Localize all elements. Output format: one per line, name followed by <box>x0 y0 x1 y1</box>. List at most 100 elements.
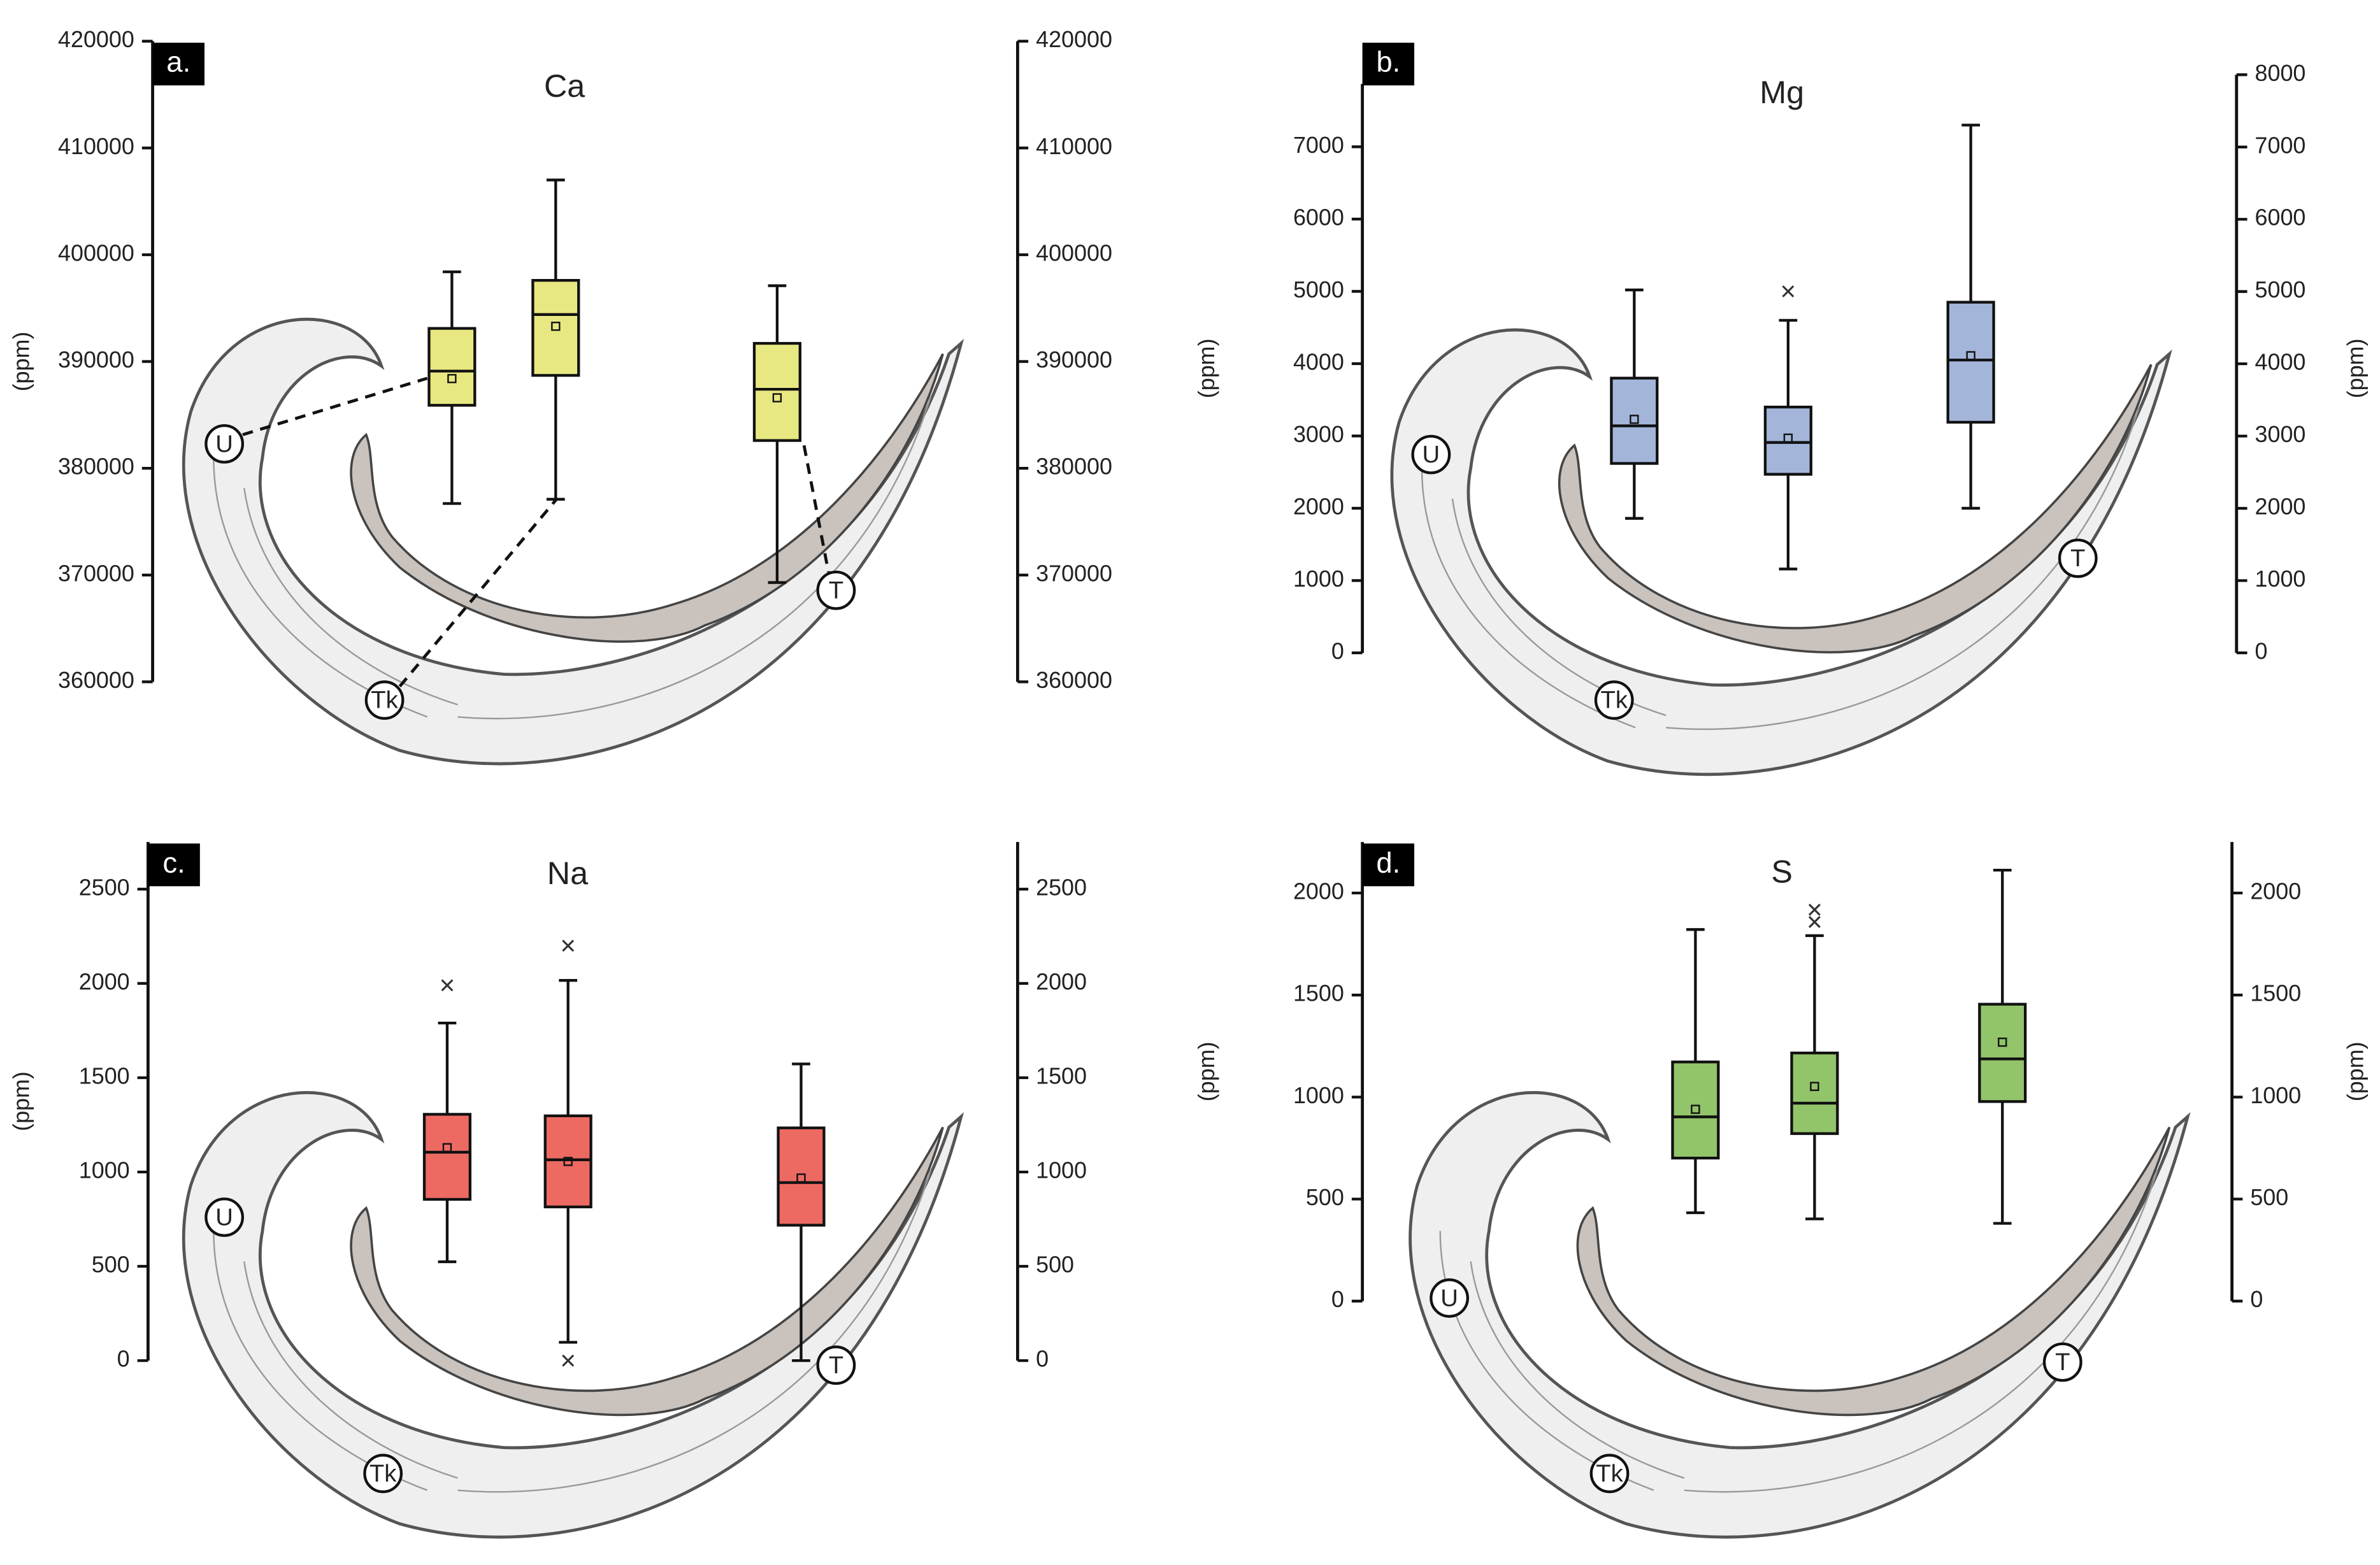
shell-d <box>1410 1092 2188 1537</box>
panel-label: d. <box>1376 847 1400 879</box>
y-tick-label: 420000 <box>58 26 134 52</box>
y2-tick-label: 1000 <box>1036 1157 1087 1183</box>
category-label: T <box>2055 1348 2070 1376</box>
outlier <box>1782 285 1795 297</box>
category-label: U <box>215 430 233 457</box>
y2-tick-label: 380000 <box>1036 454 1112 480</box>
mean <box>772 393 782 403</box>
y-axis-label: (ppm) <box>8 332 34 392</box>
y-tick-label: 1000 <box>1293 566 1344 592</box>
y-tick-label: 1500 <box>79 1062 130 1089</box>
category-label: Tk <box>1596 1460 1623 1487</box>
y-tick-label: 410000 <box>58 133 134 159</box>
y2-tick-label: 1500 <box>1036 1062 1087 1089</box>
box <box>1763 405 1812 476</box>
y2-axis-label: (ppm) <box>2342 338 2368 398</box>
y2-tick-label: 390000 <box>1036 347 1112 373</box>
category-label: T <box>829 1352 843 1379</box>
y-tick-label: 4000 <box>1293 348 1344 375</box>
category-label: U <box>1423 441 1440 468</box>
mean <box>1998 1037 2007 1047</box>
box <box>1610 376 1659 465</box>
y2-tick-label: 2500 <box>1036 874 1087 900</box>
mean <box>563 1157 573 1166</box>
site-marker <box>1589 1454 1630 1494</box>
y2-tick-label: 2000 <box>2250 878 2301 904</box>
y-tick-label: 390000 <box>58 347 134 373</box>
panel-2: 0 500 1000 1500 2000 2500 0 500 1000 1500 2000 2500… <box>8 841 1087 1494</box>
panel-badge <box>148 843 200 887</box>
shell-a <box>183 319 961 764</box>
y2-tick-label: 1000 <box>2255 566 2306 592</box>
panel-badge <box>152 43 204 86</box>
y-tick-label: 380000 <box>58 454 134 480</box>
y2-tick-label: 2000 <box>2255 494 2306 520</box>
y2-tick-label: 4000 <box>2255 349 2306 375</box>
chart-title: Na <box>547 855 588 891</box>
y2-tick-label: 1000 <box>2250 1082 2301 1108</box>
panel-0: 360000 370000 380000 390000 400000 410000 4200… <box>8 26 1112 720</box>
outlier <box>562 940 575 952</box>
y-tick-label: 5000 <box>1293 276 1344 303</box>
category-label: Tk <box>1600 687 1628 714</box>
site-marker <box>204 424 245 464</box>
y-tick-label: 1000 <box>79 1157 130 1183</box>
chart-title: Ca <box>544 68 585 104</box>
y-tick-label: 360000 <box>58 667 134 693</box>
category-label: Tk <box>371 687 398 714</box>
y2-tick-label: 410000 <box>1036 133 1112 159</box>
mean <box>1783 433 1793 443</box>
y-tick-label: 7000 <box>1293 132 1344 158</box>
site-marker <box>816 1345 856 1385</box>
mean <box>796 1173 806 1183</box>
box <box>1790 1051 1839 1135</box>
site-marker <box>1430 1278 1469 1318</box>
y2-tick-label: 0 <box>2250 1286 2263 1312</box>
category-label: T <box>829 576 843 604</box>
site-marker <box>363 1454 403 1494</box>
panel-badge <box>1362 843 1415 887</box>
mean <box>1810 1082 1819 1091</box>
mean <box>1691 1104 1700 1114</box>
y-tick-label: 2000 <box>1293 493 1344 519</box>
site-marker <box>364 680 405 720</box>
y2-tick-label: 360000 <box>1036 667 1112 693</box>
mean <box>447 374 457 383</box>
y-tick-label: 3000 <box>1293 421 1344 447</box>
mean <box>551 322 561 331</box>
y2-tick-label: 5000 <box>2255 276 2306 303</box>
box <box>422 1113 472 1201</box>
box <box>752 341 801 442</box>
chart-title: Mg <box>1760 74 1804 110</box>
category-label: U <box>1440 1284 1458 1311</box>
y-tick-label: 500 <box>1306 1184 1344 1210</box>
site-marker <box>2058 538 2098 578</box>
box <box>531 278 580 377</box>
category-label: T <box>2070 545 2085 572</box>
box <box>777 1126 826 1227</box>
site-marker <box>1411 434 1451 475</box>
box <box>1671 1061 1720 1160</box>
y2-tick-label: 370000 <box>1036 560 1112 586</box>
y-tick-label: 500 <box>92 1252 130 1278</box>
y-tick-label: 370000 <box>58 560 134 586</box>
y-tick-label: 400000 <box>58 239 134 266</box>
panel-1: 0 1000 2000 3000 4000 5000 6000 7000 0 1000 2000 30… <box>1193 43 2368 720</box>
y-tick-label: 0 <box>117 1346 130 1372</box>
box <box>1978 1003 2027 1103</box>
y2-tick-label: 2000 <box>1036 968 1087 994</box>
y-axis-label: (ppm) <box>8 1071 34 1131</box>
y2-tick-label: 0 <box>1036 1346 1049 1372</box>
mean <box>1966 351 1975 361</box>
site-marker <box>2042 1342 2082 1382</box>
y2-axis-label: (ppm) <box>2342 1041 2368 1101</box>
panel-label: c. <box>162 847 185 879</box>
box <box>427 327 477 407</box>
y-tick-label: 0 <box>1331 638 1344 664</box>
mean <box>442 1143 452 1153</box>
panel-badge <box>1362 43 1415 86</box>
y-axis-label: (ppm) <box>1193 338 1219 398</box>
y2-tick-label: 0 <box>2255 638 2268 664</box>
panel-label: b. <box>1376 46 1400 78</box>
